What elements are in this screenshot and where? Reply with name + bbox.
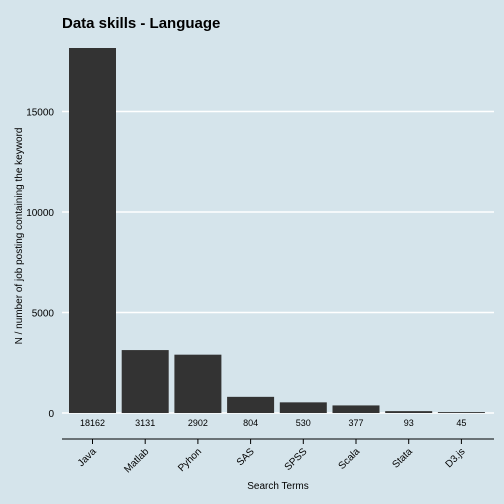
y-tick-label: 5000: [32, 309, 55, 320]
x-axis-title: Search Terms: [247, 481, 309, 492]
bar-value-label: 530: [296, 418, 311, 428]
bar-stata: [385, 411, 433, 413]
bar-value-label: 3131: [135, 418, 155, 428]
bar-d3-js: [437, 412, 485, 413]
bar-value-label: 93: [404, 418, 414, 428]
y-axis-title: N / number of job posting containing the…: [14, 128, 25, 345]
bar-pyhon: [174, 354, 222, 413]
y-tick-label: 0: [48, 409, 54, 420]
bar-scala: [332, 405, 380, 413]
bar-spss: [279, 402, 327, 413]
bar-java: [69, 48, 116, 413]
bar-value-label: 377: [348, 418, 363, 428]
bar-value-label: 18162: [80, 418, 105, 428]
bar-sas: [227, 396, 275, 413]
bar-value-label: 2902: [188, 418, 208, 428]
bar-value-labels: 18162 3131 2902 804 530 377 93 45: [80, 418, 466, 428]
y-axis-ticks: 0 5000 10000 15000: [26, 108, 54, 420]
bars: [69, 48, 485, 413]
bar-matlab: [121, 350, 169, 413]
y-tick-label: 15000: [26, 108, 54, 119]
chart-title: Data skills - Language: [62, 15, 220, 32]
bar-value-label: 45: [456, 418, 466, 428]
y-tick-label: 10000: [26, 208, 54, 219]
bar-value-label: 804: [243, 418, 258, 428]
